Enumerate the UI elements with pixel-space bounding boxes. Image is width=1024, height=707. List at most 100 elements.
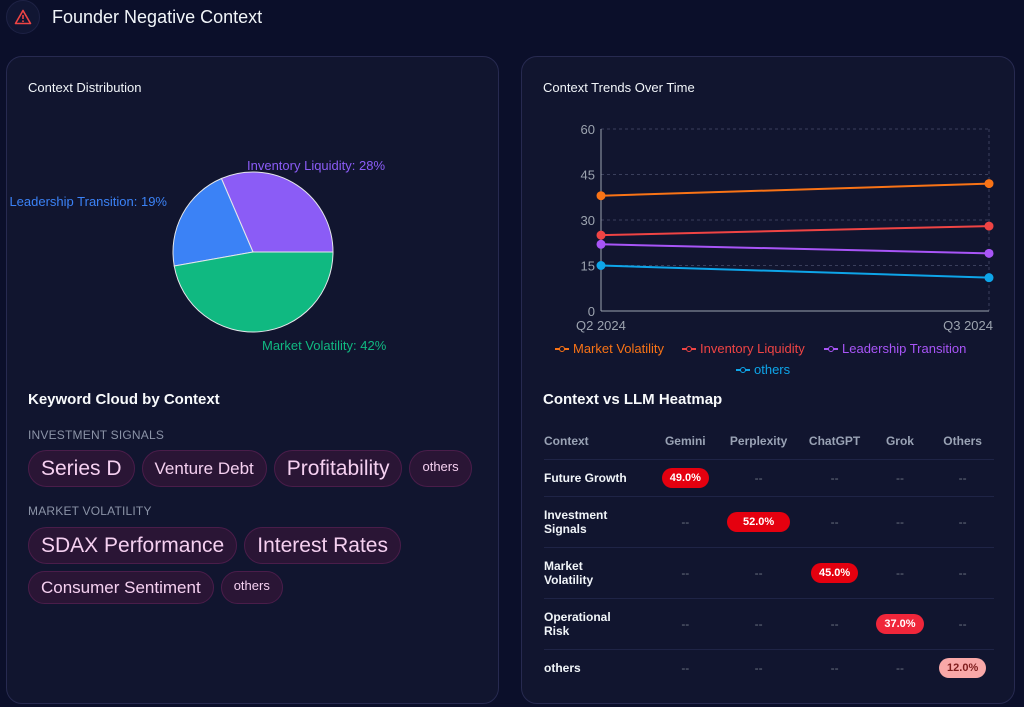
legend-marker-icon — [824, 345, 838, 352]
legend-marker-icon — [555, 345, 569, 352]
column-header: Perplexity — [716, 423, 801, 460]
heatmap-cell: -- — [716, 598, 801, 650]
keyword-tag[interactable]: Profitability — [273, 450, 403, 487]
heatmap-cell: -- — [868, 459, 932, 497]
row-label: others — [544, 660, 581, 675]
table-row: Future Growth 49.0% -- -- -- -- — [544, 459, 994, 497]
data-point — [596, 191, 606, 201]
heatmap-cell: -- — [716, 459, 801, 497]
heatmap-cell: -- — [931, 598, 994, 650]
distribution-title: Context Distribution — [28, 80, 142, 95]
heatmap-cell: -- — [830, 660, 839, 675]
pie-slice — [172, 177, 254, 267]
heatmap-cell: -- — [931, 547, 994, 599]
table-row: others -- -- -- -- 12.0% — [544, 649, 994, 686]
legend-label: Market Volatility — [573, 341, 665, 356]
row-label: Investment Signals — [544, 496, 654, 548]
column-header: Gemini — [654, 423, 717, 460]
y-tick-label: 15 — [581, 259, 595, 274]
column-header: Context — [544, 423, 654, 460]
heatmap-cell: -- — [868, 547, 932, 599]
heatmap-title: Context vs LLM Heatmap — [543, 391, 723, 408]
data-point — [596, 239, 606, 249]
tag-group-market: SDAX Performance Interest Rates Consumer… — [28, 527, 488, 604]
pie-label: Leadership Transition: 19% — [9, 194, 167, 209]
keyword-tag[interactable]: Interest Rates — [244, 527, 401, 564]
heatmap-cell: -- — [800, 496, 869, 548]
legend-label: Inventory Liquidity — [700, 341, 805, 356]
column-header: Others — [931, 423, 994, 460]
legend-marker-icon — [682, 345, 696, 352]
heatmap-cell: 45.0% — [800, 547, 869, 599]
heatmap-value-pill[interactable]: 37.0% — [876, 613, 924, 634]
heatmap-cell: -- — [654, 496, 717, 548]
data-point — [596, 230, 606, 240]
data-point — [596, 261, 606, 270]
legend-item[interactable]: others — [736, 362, 790, 377]
keyword-tag[interactable]: Series D — [28, 450, 135, 487]
y-tick-label: 60 — [581, 122, 595, 137]
series-line — [600, 243, 990, 255]
trends-title: Context Trends Over Time — [543, 80, 695, 95]
heatmap-cell: 37.0% — [868, 598, 932, 650]
heatmap-cell: 12.0% — [931, 649, 994, 686]
heatmap-value-pill[interactable]: 45.0% — [810, 562, 859, 583]
heatmap-cell: 52.0% — [716, 496, 801, 548]
row-label: Market Volatility — [544, 547, 654, 599]
column-header: Grok — [868, 423, 932, 460]
page-title: Founder Negative Context — [52, 6, 263, 27]
keyword-tag[interactable]: SDAX Performance — [28, 527, 238, 564]
heatmap-cell: -- — [931, 459, 994, 497]
data-point — [984, 221, 994, 231]
heatmap-cell: -- — [800, 598, 869, 650]
heatmap-cell: -- — [800, 459, 869, 497]
pie-slice — [173, 251, 334, 333]
pie-label: Market Volatility: 42% — [262, 338, 387, 353]
keyword-tag[interactable]: Consumer Sentiment — [28, 571, 214, 604]
table-row: Investment Signals -- 52.0% -- -- -- — [544, 496, 994, 548]
legend-label: Leadership Transition — [842, 341, 967, 356]
row-label: Operational Risk — [544, 598, 654, 650]
legend-item[interactable]: Inventory Liquidity — [682, 341, 805, 356]
heatmap-value-pill[interactable]: 52.0% — [726, 511, 791, 532]
series-line — [600, 264, 990, 279]
data-point — [984, 179, 994, 189]
data-point — [984, 248, 994, 258]
table-row: Operational Risk -- -- -- 37.0% -- — [544, 598, 994, 650]
group-label: MARKET VOLATILITY — [28, 504, 152, 518]
row-label: Future Growth — [544, 459, 654, 497]
y-tick-label: 30 — [581, 213, 595, 228]
group-label: INVESTMENT SIGNALS — [28, 428, 165, 442]
heatmap-cell: -- — [868, 496, 932, 548]
pie-label: Inventory Liquidity: 28% — [247, 158, 385, 173]
data-point — [984, 273, 994, 283]
series-line — [600, 225, 990, 237]
column-header: ChatGPT — [800, 423, 869, 460]
distribution-card: Context Distribution Inventory Liquidity… — [6, 56, 499, 704]
heatmap-cell: 49.0% — [654, 459, 717, 497]
y-tick-label: 45 — [581, 168, 595, 183]
legend-label: others — [754, 362, 791, 377]
heatmap-table: Context Gemini Perplexity ChatGPT Grok Others… — [544, 423, 994, 686]
legend-marker-icon — [736, 366, 750, 373]
table-row: Market Volatility -- -- 45.0% -- -- — [544, 547, 994, 599]
keyword-tag[interactable]: Venture Debt — [141, 450, 267, 487]
page-header: Founder Negative Context — [6, 0, 262, 34]
heatmap-cell: -- — [654, 598, 717, 650]
heatmap-value-pill[interactable]: 12.0% — [939, 657, 987, 678]
line-chart: 0 15 30 45 60 Q2 2024 Q3 2024 — [576, 122, 994, 333]
pie-chart: Inventory Liquidity: 28% Leadership Trans… — [9, 158, 387, 353]
keyword-tag[interactable]: others — [409, 450, 472, 487]
keyword-cloud-title: Keyword Cloud by Context — [28, 391, 220, 408]
warning-icon — [6, 0, 40, 34]
legend-item[interactable]: Market Volatility — [555, 341, 664, 356]
tag-group-investment: Series D Venture Debt Profitability othe… — [28, 450, 488, 487]
x-tick-label: Q3 2024 — [943, 318, 993, 333]
keyword-tag[interactable]: others — [220, 571, 283, 604]
y-tick-label: 0 — [588, 304, 595, 319]
heatmap-value-pill[interactable]: 49.0% — [661, 467, 709, 488]
legend-item[interactable]: Leadership Transition — [824, 341, 966, 356]
heatmap-cell: -- — [754, 660, 763, 675]
heatmap-cell: -- — [716, 547, 801, 599]
heatmap-cell: -- — [654, 547, 717, 599]
